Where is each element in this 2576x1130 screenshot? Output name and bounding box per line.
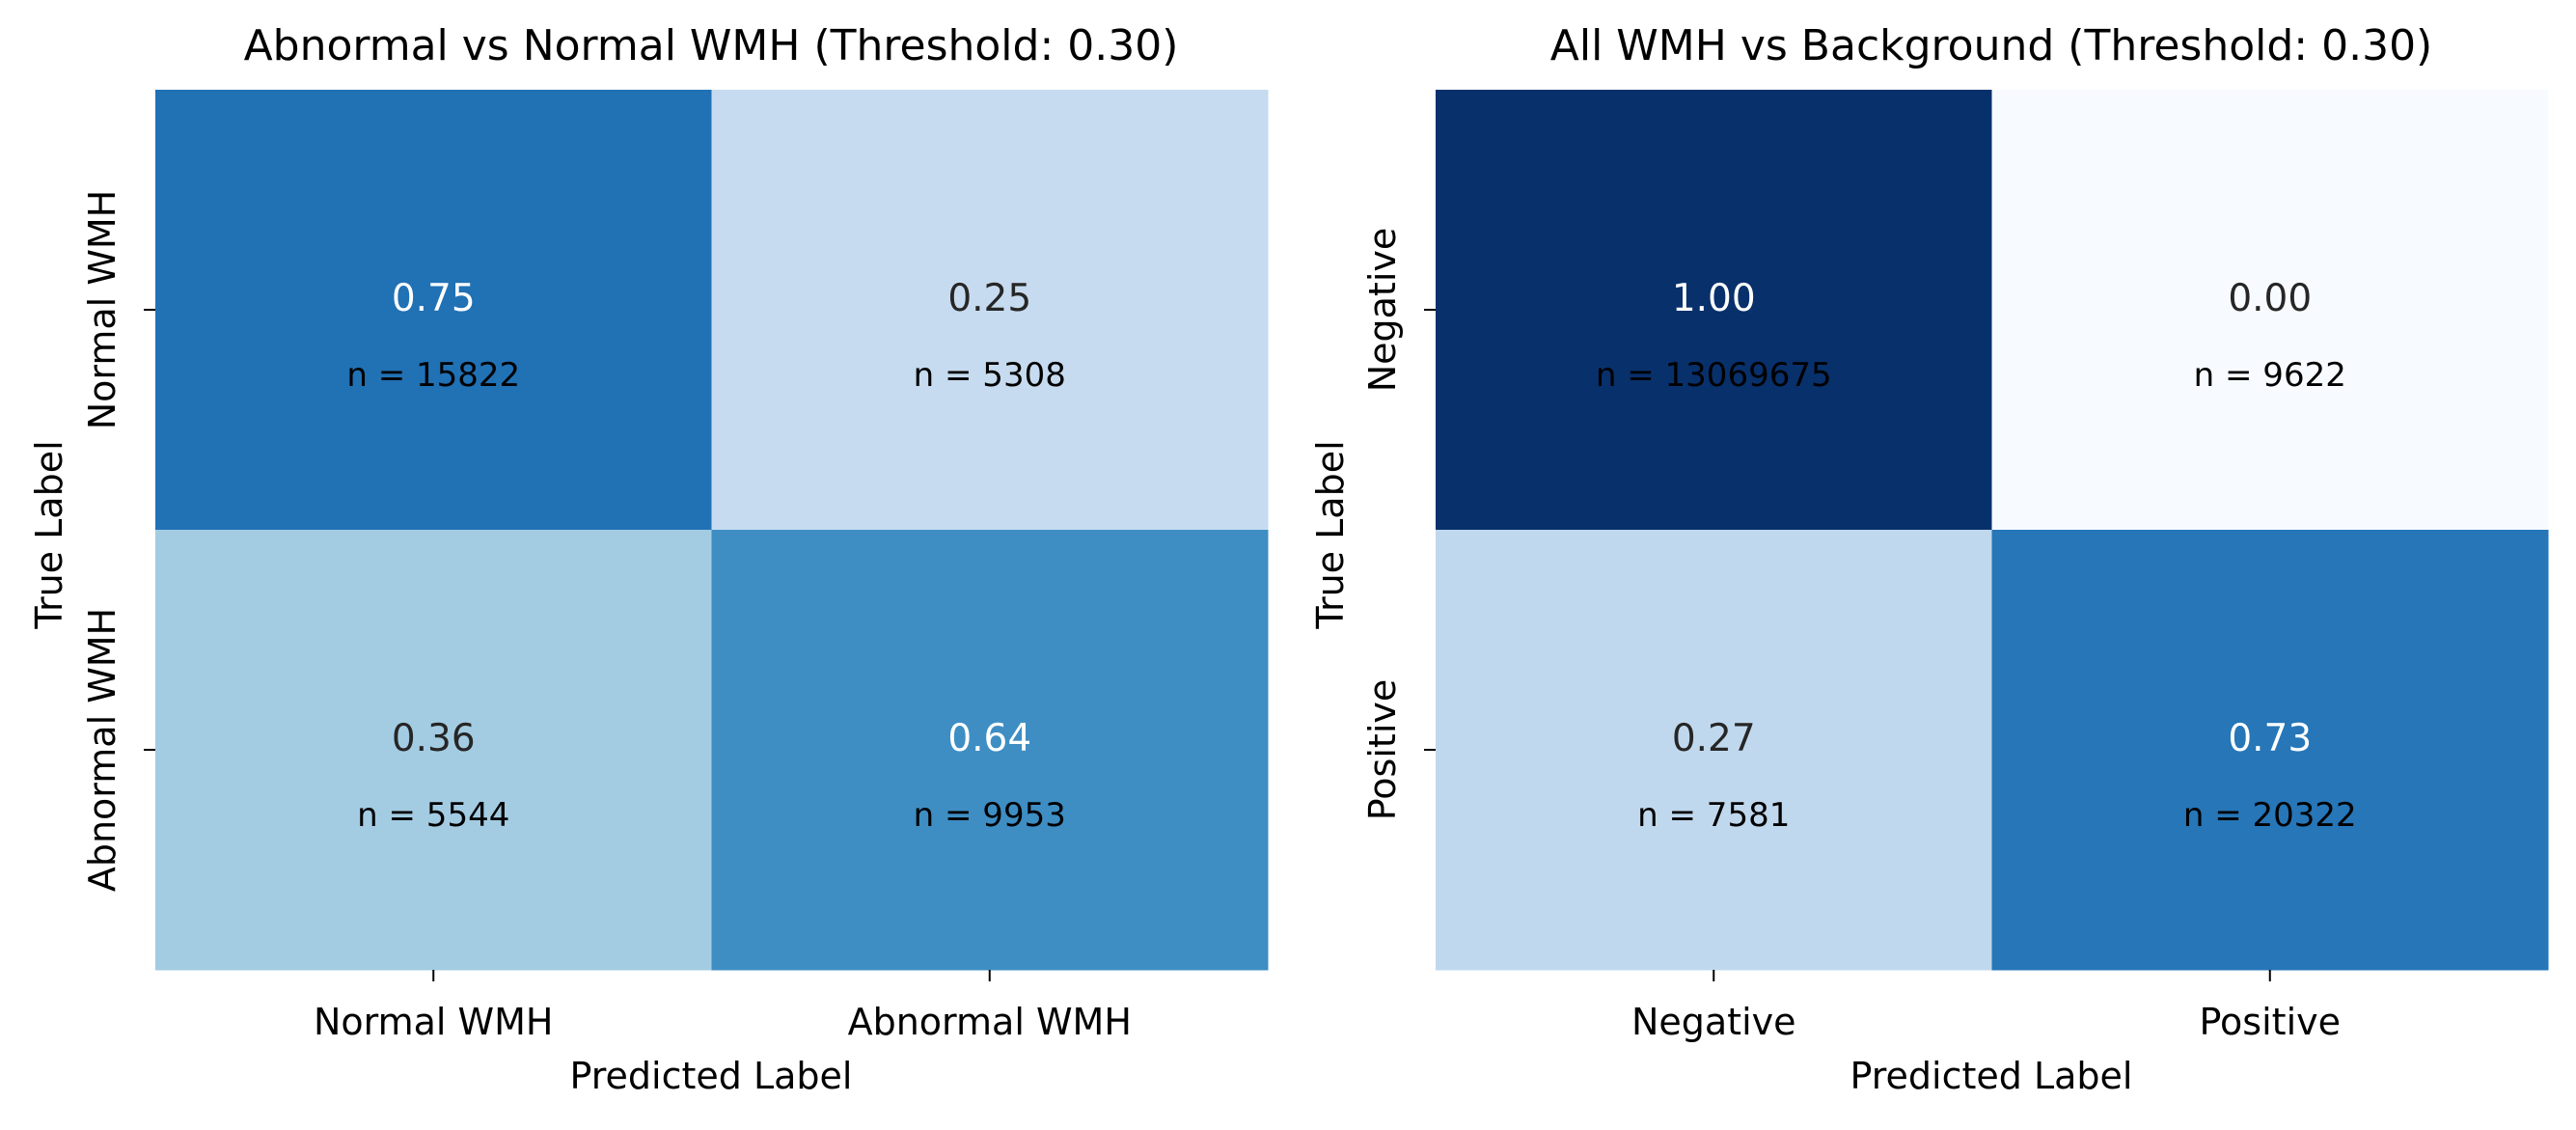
panel-title: Abnormal vs Normal WMH (Threshold: 0.30)	[244, 21, 1179, 70]
heatmap-cell	[155, 90, 712, 531]
cell-count-label: n = 9622	[2194, 356, 2346, 395]
cell-count-label: n = 13069675	[1596, 356, 1832, 395]
heatmap-cell	[1436, 90, 1992, 531]
y-tick-label: Positive	[1361, 679, 1404, 821]
x-tick-label: Normal WMH	[314, 1001, 554, 1043]
heatmap-cells: 0.75 n = 15822 0.25 n = 5308 0.36 n = 5544 0.6…	[155, 90, 1269, 971]
y-axis-label: True Label	[1309, 440, 1352, 629]
cell-value-label: 0.36	[392, 717, 476, 760]
y-axis-label: True Label	[28, 440, 70, 629]
x-tick-label: Abnormal WMH	[848, 1001, 1132, 1043]
y-tick-label: Negative	[1361, 228, 1404, 393]
cell-value-label: 0.75	[392, 277, 476, 320]
x-axis-ticks: Negative Positive	[1631, 970, 2341, 1043]
cell-value-label: 1.00	[1672, 277, 1756, 320]
x-axis-label: Predicted Label	[1850, 1055, 2133, 1097]
panel-title: All WMH vs Background (Threshold: 0.30)	[1550, 21, 2432, 70]
y-axis-ticks: Negative Positive	[1361, 228, 1436, 821]
y-axis-ticks: Normal WMH Abnormal WMH	[81, 190, 155, 892]
cell-value-label: 0.27	[1672, 717, 1756, 760]
cell-value-label: 0.25	[947, 277, 1031, 320]
x-tick-label: Negative	[1631, 1001, 1796, 1043]
y-tick-label: Abnormal WMH	[81, 608, 123, 892]
heatmap-cell	[1991, 530, 2549, 971]
x-axis-label: Predicted Label	[570, 1055, 853, 1097]
cell-count-label: n = 5308	[914, 356, 1066, 395]
heatmap-cell	[1436, 530, 1992, 971]
y-tick-label: Normal WMH	[81, 190, 123, 430]
cell-count-label: n = 7581	[1637, 796, 1790, 835]
cell-count-label: n = 15822	[346, 356, 520, 395]
heatmap-cell	[1991, 90, 2549, 531]
cell-value-label: 0.73	[2228, 717, 2312, 760]
heatmap-cell	[155, 530, 712, 971]
cell-value-label: 0.00	[2228, 277, 2312, 320]
confusion-matrix-panel-wmh-type: Abnormal vs Normal WMH (Threshold: 0.30)…	[28, 21, 1269, 1097]
heatmap-cell	[711, 530, 1269, 971]
confusion-matrix-panel-wmh-background: All WMH vs Background (Threshold: 0.30) …	[1309, 21, 2549, 1097]
heatmap-cell	[711, 90, 1269, 531]
cell-count-label: n = 9953	[914, 796, 1066, 835]
cell-count-label: n = 5544	[357, 796, 509, 835]
x-axis-ticks: Normal WMH Abnormal WMH	[314, 970, 1132, 1043]
x-tick-label: Positive	[2200, 1001, 2342, 1043]
heatmap-cells: 1.00 n = 13069675 0.00 n = 9622 0.27 n = 7581…	[1436, 90, 2549, 971]
cell-value-label: 0.64	[947, 717, 1031, 760]
cell-count-label: n = 20322	[2183, 796, 2357, 835]
